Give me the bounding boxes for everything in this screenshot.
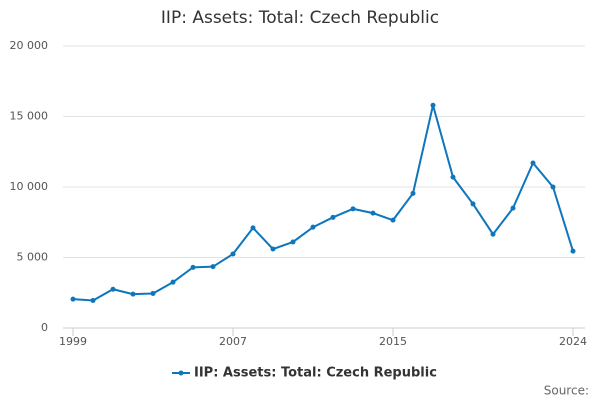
point	[570, 248, 576, 254]
y-tick-label: 15 000	[10, 110, 49, 123]
x-tick-label: 2024	[559, 335, 587, 348]
x-tick-label: 2007	[219, 335, 247, 348]
point	[510, 205, 516, 211]
point	[390, 217, 396, 223]
point	[330, 214, 336, 220]
point	[130, 291, 136, 297]
point	[470, 201, 476, 207]
point	[270, 246, 276, 252]
point	[250, 225, 256, 231]
point	[150, 290, 156, 296]
point	[530, 160, 536, 166]
point	[230, 251, 236, 257]
point	[430, 102, 436, 108]
point	[90, 298, 96, 304]
y-tick-label: 5 000	[17, 251, 49, 264]
point	[490, 231, 496, 237]
line	[72, 104, 574, 302]
point	[310, 224, 316, 230]
point	[370, 210, 376, 216]
point	[410, 190, 416, 196]
point	[350, 206, 356, 212]
chart-title: IIP: Assets: Total: Czech Republic	[161, 8, 439, 28]
legend-label: IIP: Assets: Total: Czech Republic	[194, 366, 437, 381]
y-tick-label: 10 000	[10, 180, 49, 193]
point	[70, 296, 76, 302]
legend-marker	[178, 370, 184, 376]
point	[210, 264, 216, 270]
point	[170, 279, 176, 285]
x-tick-label: 1999	[59, 335, 87, 348]
point	[290, 239, 296, 245]
point	[550, 184, 556, 190]
y-tick-label: 0	[41, 321, 48, 334]
point	[450, 174, 456, 180]
point	[190, 264, 196, 270]
x-tick-label: 2015	[379, 335, 407, 348]
point	[110, 286, 116, 292]
source: Source:	[544, 384, 589, 398]
y-tick-label: 20 000	[10, 39, 49, 52]
